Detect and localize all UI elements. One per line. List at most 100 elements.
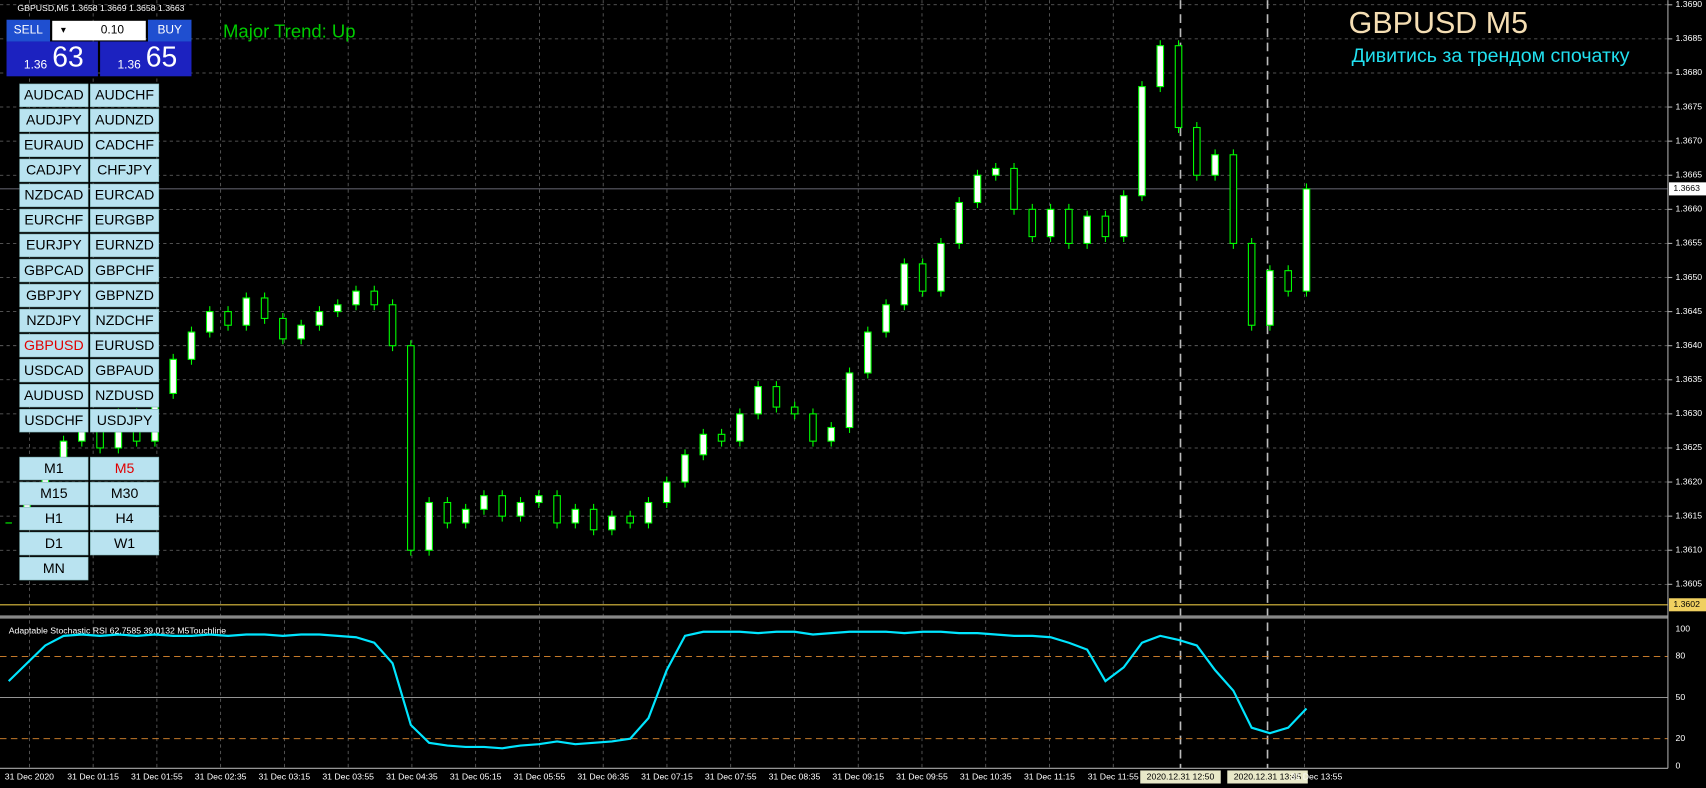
candle-body: [1229, 154, 1238, 244]
bid-box[interactable]: [6, 41, 98, 77]
level-label: 1.3602: [1673, 599, 1700, 609]
symbol-label: CADJPY: [26, 162, 82, 178]
x-tick-label: 31 Dec 02:35: [195, 771, 247, 781]
symbol-button[interactable]: [19, 408, 89, 433]
candle-body: [187, 331, 196, 360]
symbol-button[interactable]: [90, 408, 160, 433]
symbol-button[interactable]: [90, 83, 160, 108]
symbol-button[interactable]: [19, 108, 89, 133]
candle-body: [1247, 242, 1256, 326]
symbol-button[interactable]: [90, 258, 160, 283]
timeframe-label: H4: [116, 510, 134, 526]
y-tick-label: 1.3625: [1676, 442, 1703, 452]
candle-body: [717, 433, 726, 442]
symbol-button[interactable]: [19, 283, 89, 308]
timeframe-button[interactable]: [19, 556, 89, 581]
symbol-button[interactable]: [19, 258, 89, 283]
x-tick-label: 31 Dec 09:15: [832, 771, 884, 781]
symbol-button[interactable]: [19, 308, 89, 333]
candle-body: [772, 386, 781, 408]
candle-body: [827, 426, 836, 442]
time-marker-box: [1140, 770, 1221, 784]
candle-body: [736, 413, 744, 442]
timeframe-button[interactable]: [90, 456, 160, 481]
symbol-label: CADCHF: [95, 137, 154, 153]
timeframe-button[interactable]: [90, 531, 160, 556]
indicator-label: Adaptable Stochastic RSI 62.7585 39.0132…: [9, 625, 227, 635]
timeframe-button[interactable]: [19, 506, 89, 531]
y-tick-label: 1.3640: [1676, 340, 1703, 350]
symbol-button[interactable]: [19, 358, 89, 383]
buy-button[interactable]: [147, 19, 192, 42]
symbol-button[interactable]: [90, 308, 160, 333]
candle-body: [937, 242, 945, 292]
candle-body: [169, 358, 178, 394]
symbol-button[interactable]: [90, 283, 160, 308]
symbol-button[interactable]: [90, 108, 160, 133]
symbol-button[interactable]: [19, 158, 89, 183]
candle-body: [863, 331, 872, 374]
symbol-button[interactable]: [90, 183, 160, 208]
symbol-button[interactable]: [19, 208, 89, 233]
timeframe-button[interactable]: [90, 506, 160, 531]
x-tick-label: 31 Dec 09:55: [896, 771, 948, 781]
candle-body: [608, 515, 616, 531]
symbol-button[interactable]: [90, 383, 160, 408]
sell-button[interactable]: [6, 19, 51, 42]
symbol-button[interactable]: [90, 208, 160, 233]
symbol-button[interactable]: [19, 133, 89, 158]
symbol-button[interactable]: [19, 333, 89, 358]
candle-body: [754, 386, 762, 415]
candle-body: [443, 501, 452, 524]
symbol-label: EURJPY: [26, 237, 82, 253]
candle-body: [370, 290, 379, 306]
timeframe-label: MN: [43, 560, 65, 576]
symbol-button[interactable]: [90, 333, 160, 358]
y-tick-label: 1.3615: [1676, 510, 1703, 520]
y-tick-label: 1.3690: [1676, 0, 1703, 9]
candle-body: [1174, 45, 1183, 129]
candle-body: [699, 433, 708, 456]
candle-body: [461, 508, 470, 524]
lot-spinner[interactable]: ▾: [61, 25, 66, 36]
symbol-button[interactable]: [19, 383, 89, 408]
symbol-button[interactable]: [19, 83, 89, 108]
symbol-label: EURUSD: [95, 337, 155, 353]
x-tick-label: 31 Dec 03:55: [322, 771, 374, 781]
symbol-label: USDCAD: [24, 362, 84, 378]
candle-body: [644, 501, 653, 524]
x-tick-label: 31 Dec 11:55: [1088, 771, 1139, 781]
y-tick-label: 1.3660: [1676, 204, 1703, 214]
timeframe-button[interactable]: [19, 456, 89, 481]
symbol-button[interactable]: [90, 233, 160, 258]
symbol-label: EURCAD: [95, 187, 155, 203]
sell-label: SELL: [14, 23, 44, 37]
timeframe-button[interactable]: [19, 481, 89, 506]
candle-body: [553, 495, 561, 524]
current-price-box: [1669, 182, 1706, 196]
symbol-button[interactable]: [19, 233, 89, 258]
candle-body: [242, 297, 251, 326]
y-tick-label: 50: [1676, 692, 1686, 702]
candle-body: [973, 174, 982, 204]
symbol-label: NZDJPY: [26, 312, 82, 328]
candle-body: [1046, 208, 1055, 238]
candle-body: [589, 508, 598, 531]
symbol-label: GBPCAD: [24, 262, 84, 278]
symbol-button[interactable]: [90, 358, 160, 383]
bid-pips: 63: [52, 40, 83, 72]
symbol-button[interactable]: [19, 183, 89, 208]
timeframe-button[interactable]: [19, 531, 89, 556]
candle-body: [352, 290, 360, 306]
symbol-button[interactable]: [90, 158, 160, 183]
lot-input[interactable]: [52, 20, 146, 41]
symbol-label: EURGBP: [95, 212, 155, 228]
symbol-label: GBPJPY: [26, 287, 82, 303]
y-tick-label: 1.3610: [1676, 545, 1703, 555]
ask-box[interactable]: [100, 41, 192, 77]
symbol-label: AUDCHF: [95, 87, 154, 103]
level-box: [1669, 598, 1706, 612]
symbol-button[interactable]: [90, 133, 160, 158]
timeframe-button[interactable]: [90, 481, 160, 506]
